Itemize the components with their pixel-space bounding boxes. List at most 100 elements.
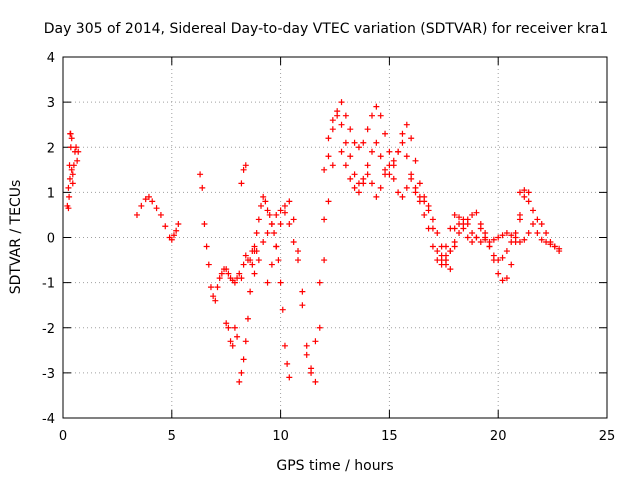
- data-point: [421, 211, 428, 218]
- data-point: [236, 270, 243, 277]
- data-point: [451, 225, 458, 232]
- data-point: [201, 220, 208, 227]
- data-point: [65, 184, 72, 191]
- data-point: [316, 279, 323, 286]
- data-point: [490, 257, 497, 264]
- data-point: [377, 153, 384, 160]
- data-point: [277, 279, 284, 286]
- data-point: [214, 284, 221, 291]
- data-point: [412, 184, 419, 191]
- data-point: [66, 175, 73, 182]
- data-point: [266, 211, 273, 218]
- data-point: [244, 315, 251, 322]
- data-point: [286, 374, 293, 381]
- data-point: [456, 214, 463, 221]
- data-point: [70, 162, 77, 169]
- data-point: [425, 207, 432, 214]
- data-point: [538, 236, 545, 243]
- data-point: [207, 284, 214, 291]
- data-point: [295, 257, 302, 264]
- data-point: [69, 180, 76, 187]
- y-tick-label: 4: [47, 51, 55, 66]
- data-point: [516, 189, 523, 196]
- data-point: [325, 153, 332, 160]
- series-seg-e: [325, 112, 458, 268]
- data-point: [286, 198, 293, 205]
- series-seg-c3: [238, 162, 249, 187]
- data-point: [279, 306, 286, 313]
- data-point: [240, 261, 247, 268]
- data-point: [347, 175, 354, 182]
- data-point: [373, 193, 380, 200]
- data-point: [277, 207, 284, 214]
- data-point: [469, 229, 476, 236]
- data-point: [395, 189, 402, 196]
- data-point: [347, 153, 354, 160]
- x-tick-label: 0: [59, 429, 67, 444]
- data-point: [530, 220, 537, 227]
- data-point: [325, 135, 332, 142]
- data-point: [281, 209, 288, 216]
- data-point: [225, 270, 232, 277]
- data-point: [236, 378, 243, 385]
- data-point: [490, 236, 497, 243]
- data-point: [303, 351, 310, 358]
- data-point: [399, 193, 406, 200]
- data-point: [216, 275, 223, 282]
- data-point: [264, 229, 271, 236]
- data-point: [175, 220, 182, 227]
- y-tick-label: 0: [47, 232, 55, 247]
- data-point: [499, 277, 506, 284]
- data-point: [347, 126, 354, 133]
- data-point: [238, 369, 245, 376]
- data-point: [364, 126, 371, 133]
- data-point: [74, 157, 81, 164]
- data-point: [551, 243, 558, 250]
- data-point: [334, 112, 341, 119]
- data-point: [240, 166, 247, 173]
- data-point: [451, 239, 458, 246]
- data-point: [197, 171, 204, 178]
- data-point: [377, 184, 384, 191]
- data-point: [499, 232, 506, 239]
- data-point: [382, 130, 389, 137]
- data-point: [133, 211, 140, 218]
- data-point: [516, 239, 523, 246]
- data-point: [295, 248, 302, 255]
- data-point: [249, 261, 256, 268]
- data-point: [547, 239, 554, 246]
- data-point: [299, 302, 306, 309]
- data-point: [395, 148, 402, 155]
- data-point: [316, 324, 323, 331]
- x-tick-label: 25: [599, 429, 616, 444]
- x-tick-label: 10: [272, 429, 289, 444]
- data-point: [442, 257, 449, 264]
- data-point: [403, 153, 410, 160]
- data-point: [512, 234, 519, 241]
- data-point: [247, 257, 254, 264]
- data-point: [275, 257, 282, 264]
- data-point: [153, 205, 160, 212]
- data-point: [157, 211, 164, 218]
- data-point: [556, 245, 563, 252]
- data-point: [321, 257, 328, 264]
- data-point: [69, 171, 76, 178]
- data-point: [416, 180, 423, 187]
- y-tick-label: 3: [47, 96, 55, 111]
- data-point: [255, 257, 262, 264]
- data-point: [412, 157, 419, 164]
- data-point: [231, 324, 238, 331]
- y-tick-label: -1: [42, 277, 55, 292]
- data-point: [264, 207, 271, 214]
- data-point: [373, 139, 380, 146]
- series-seg-c2: [223, 193, 293, 385]
- data-point: [67, 144, 74, 151]
- data-point: [464, 234, 471, 241]
- data-point: [205, 261, 212, 268]
- data-point: [373, 103, 380, 110]
- series-seg-c4: [251, 207, 328, 372]
- series-seg-a2: [65, 130, 76, 212]
- data-point: [477, 225, 484, 232]
- y-tick-label: 2: [47, 141, 55, 156]
- data-point: [268, 220, 275, 227]
